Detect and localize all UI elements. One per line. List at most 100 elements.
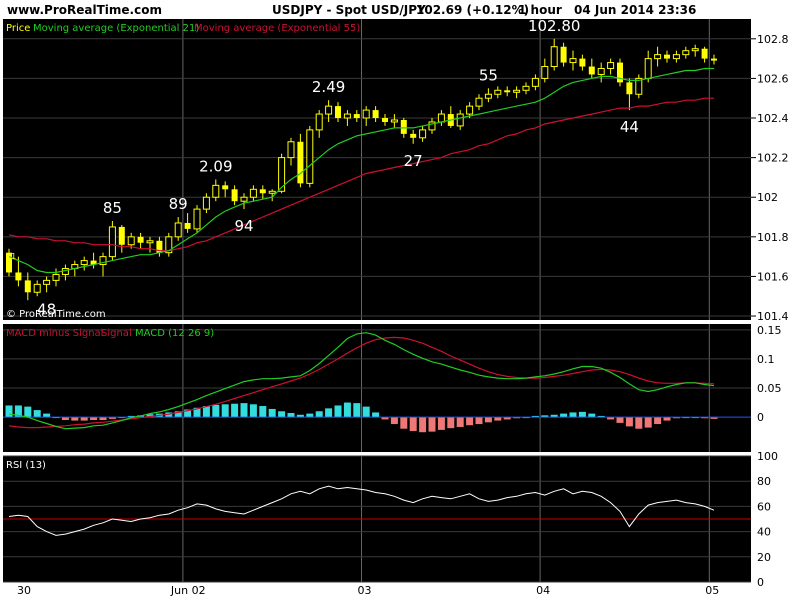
macd-histogram-bar — [90, 417, 98, 420]
candle-body-down — [6, 252, 12, 273]
candle-body-down — [400, 119, 407, 134]
legend-price: Price — [6, 23, 30, 34]
candle-body-up — [202, 196, 210, 210]
macd-histogram-bar — [428, 417, 436, 432]
macd-histogram-bar — [616, 417, 624, 423]
price-annotation: 55 — [479, 66, 498, 84]
macd-histogram-bar — [353, 403, 361, 418]
candle-body-up — [672, 54, 680, 60]
candle-body-down — [504, 90, 511, 93]
macd-histogram-bar — [390, 417, 398, 425]
candle-body-down — [222, 185, 229, 190]
macd-histogram-bar — [33, 410, 41, 418]
macd-histogram-bar — [71, 417, 79, 421]
gridlines — [3, 19, 751, 583]
rsi-tick-label: 100 — [757, 450, 778, 463]
macd-tick-label: 0.05 — [757, 382, 782, 395]
x-tick-label: 04 — [536, 584, 550, 597]
macd-histogram-bar — [184, 409, 192, 418]
candle-body-up — [306, 129, 314, 184]
instrument-title: USDJPY - Spot USD/JPY — [272, 3, 426, 17]
candle-body-up — [691, 48, 699, 52]
macd-histogram-bar — [268, 408, 276, 418]
macd-histogram-bar — [221, 404, 229, 418]
candle-body-down — [579, 58, 586, 67]
timeframe: 1 hour — [518, 3, 562, 17]
price-tick-label: 101.6 — [757, 270, 789, 283]
candle-body-up — [607, 62, 615, 70]
candle-body-up — [597, 68, 605, 75]
candle-body-down — [664, 54, 670, 59]
macd-histogram-bar — [14, 405, 22, 418]
macd-histogram-bar — [541, 415, 549, 418]
macd-histogram-bar — [278, 411, 286, 418]
x-tick-label: 05 — [705, 584, 719, 597]
macd-histogram-bar — [287, 413, 295, 418]
candle-body-up — [644, 58, 652, 79]
price-series — [6, 38, 717, 301]
macd-histogram-bar — [24, 406, 32, 418]
macd-histogram-bar — [343, 402, 351, 418]
macd-histogram-bar — [635, 417, 643, 429]
price-tick-label: 101.8 — [757, 231, 789, 244]
macd-histogram-bar — [193, 407, 201, 418]
candle-body-down — [15, 272, 22, 281]
price-tick-label: 102.2 — [757, 152, 789, 165]
macd-line — [8, 332, 715, 430]
candle-body-up — [80, 260, 88, 266]
macd-histogram-bar — [334, 405, 342, 418]
macd-histogram-bar — [447, 417, 455, 429]
macd-histogram-bar — [362, 406, 370, 418]
candle-body-up — [165, 236, 173, 254]
rsi-tick-label: 40 — [757, 526, 771, 539]
candle-body-up — [428, 121, 436, 131]
candle-body-up — [362, 109, 370, 119]
price-annotation: 89 — [169, 195, 188, 213]
candle-body-up — [127, 236, 135, 246]
candle-body-down — [588, 66, 595, 75]
macd-tick-label: 0 — [757, 411, 764, 424]
macd-histogram-bar — [672, 417, 680, 419]
candle-body-up — [33, 283, 41, 293]
candle-body-up — [146, 240, 154, 244]
macd-histogram-bar — [484, 417, 492, 423]
watermark: © ProRealTime.com — [6, 309, 106, 320]
price-tick-label: 102.6 — [757, 72, 789, 85]
macd-histogram-bar — [43, 413, 51, 418]
macd-histogram-bar — [80, 417, 88, 421]
macd-histogram-bar — [569, 412, 577, 418]
price-annotation: 48 — [37, 300, 56, 318]
macd-histogram-bar — [437, 417, 445, 430]
price-tick-label: 102.8 — [757, 33, 789, 46]
macd-histogram-bar — [372, 412, 380, 418]
candle-body-up — [390, 119, 398, 123]
candle-body-down — [90, 260, 97, 265]
macd-histogram-bar — [607, 417, 615, 420]
candle-body-down — [372, 110, 379, 119]
candle-body-up — [240, 196, 248, 202]
macd-histogram-bar — [588, 413, 596, 418]
candle-body-down — [137, 236, 144, 243]
macd-histogram-bar — [202, 406, 210, 418]
price-tick-label: 102.4 — [757, 112, 789, 125]
candle-body-down — [118, 226, 125, 245]
macd-tick-label: 0.1 — [757, 353, 775, 366]
macd-histogram-bar — [5, 405, 13, 418]
candle-body-up — [343, 113, 351, 119]
candle-body-up — [108, 226, 116, 258]
candle-body-up — [466, 105, 474, 115]
candle-body-up — [569, 58, 577, 64]
price-tick-label: 102 — [757, 191, 778, 204]
macd-histogram-bar — [663, 417, 671, 421]
macd-histogram-bar — [503, 417, 511, 420]
candle-body-up — [419, 129, 427, 139]
price-panel — [3, 19, 751, 320]
candle-body-up — [654, 54, 662, 60]
candle-body-down — [382, 118, 388, 122]
site-url[interactable]: www.ProRealTime.com — [7, 3, 162, 17]
ema55-line — [8, 97, 714, 252]
candle-body-down — [231, 189, 238, 202]
candle-body-up — [513, 89, 521, 93]
legend-rsi: RSI (13) — [6, 460, 46, 471]
candle-body-down — [156, 240, 163, 253]
